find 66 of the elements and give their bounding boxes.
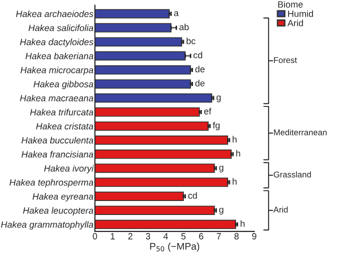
text: Arid <box>273 206 288 213</box>
bar <box>94 51 186 61</box>
bar <box>94 65 191 75</box>
y-tick-label: Hakea tephrosperma <box>10 178 94 188</box>
data-label: h <box>232 136 237 142</box>
bar <box>94 9 170 18</box>
x-tick-label: 5 <box>181 233 186 240</box>
y-tick-label: Hakea dactyloides <box>20 38 94 47</box>
y-tick-label: Hakea eyreana <box>32 193 94 202</box>
x-tick-label: 2 <box>128 233 132 240</box>
legend-title: Biome <box>278 1 303 8</box>
bar <box>94 192 184 201</box>
text: Forest <box>274 57 297 64</box>
data-label: g <box>219 208 224 215</box>
bar <box>94 220 236 230</box>
x-tick-label: 6 <box>199 233 204 240</box>
data-label: g <box>216 96 221 102</box>
data-label: h <box>240 220 245 227</box>
data-label: h <box>236 150 240 157</box>
y-tick-label: Hakea ivoryi <box>44 164 94 174</box>
x-tick-label: 0 <box>92 233 98 240</box>
bar <box>94 136 228 145</box>
data-label: cd <box>188 192 197 199</box>
data-label: a <box>174 11 179 16</box>
legend-label: Arid <box>287 20 303 26</box>
legend-label: Humid <box>288 10 313 17</box>
bar <box>94 164 215 173</box>
data-label: bc <box>186 38 196 44</box>
x-tick-label: 8 <box>234 233 239 240</box>
bar <box>94 37 182 46</box>
bar <box>94 150 232 159</box>
data-label: de <box>195 66 205 72</box>
x-axis-title: P$_{50}$ (−MPa) <box>150 242 200 252</box>
data-label: ab <box>179 24 189 30</box>
text: Grassland <box>274 171 311 178</box>
bar <box>94 107 200 117</box>
y-tick-label: Hakea bakeriana <box>26 52 94 60</box>
bar <box>94 121 209 131</box>
y-tick-label: Hakea archaeiodes <box>16 10 94 18</box>
y-tick-label: Hakea microcarpa <box>20 66 94 76</box>
bar <box>94 93 212 103</box>
y-tick-label: Hakea trifurcata <box>30 108 94 116</box>
y-tick-label: Hakea macraeana <box>20 94 94 102</box>
bar <box>94 206 215 215</box>
data-label: fg <box>212 122 220 130</box>
x-tick-label: 7 <box>216 233 221 240</box>
x-tick-label: 3 <box>146 233 150 240</box>
y-tick-label: Hakea leucoptera <box>23 207 94 216</box>
y-tick-label: Hakea grammatophylla <box>0 221 94 230</box>
bar <box>94 79 191 89</box>
y-tick-label: Hakea salicifolia <box>28 24 94 32</box>
data-label: g <box>219 166 224 172</box>
x-tick-label: 4 <box>163 233 168 240</box>
text: Mediterranean <box>274 129 327 136</box>
x-tick-label: 9 <box>252 233 256 240</box>
y-tick-label: Hakea bucculenta <box>22 136 94 144</box>
bar <box>94 178 228 187</box>
y-tick-label: Hakea cristata <box>36 122 94 130</box>
data-label: h <box>232 178 237 185</box>
x-tick-label: 1 <box>110 233 115 240</box>
data-label: cd <box>194 52 202 58</box>
bar <box>94 23 172 32</box>
y-tick-label: Hakea gibbosa <box>34 80 94 90</box>
data-label: ef <box>204 108 212 114</box>
data-label: de <box>195 80 205 86</box>
y-tick-label: Hakea francisiana <box>22 150 94 158</box>
